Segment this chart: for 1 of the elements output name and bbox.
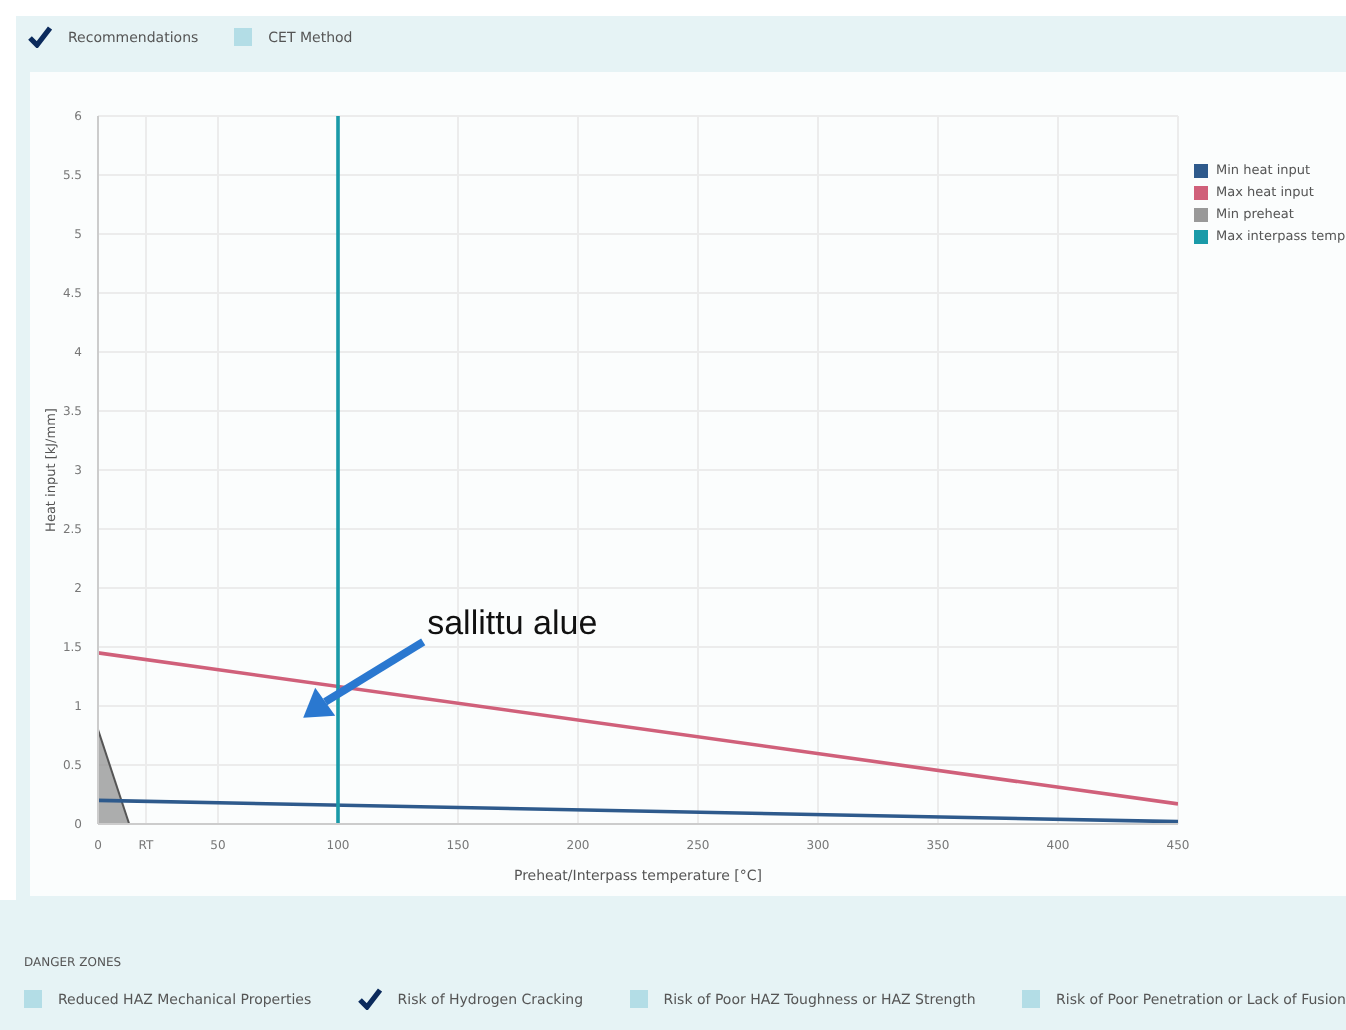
annotation: sallittu alue	[427, 603, 598, 642]
